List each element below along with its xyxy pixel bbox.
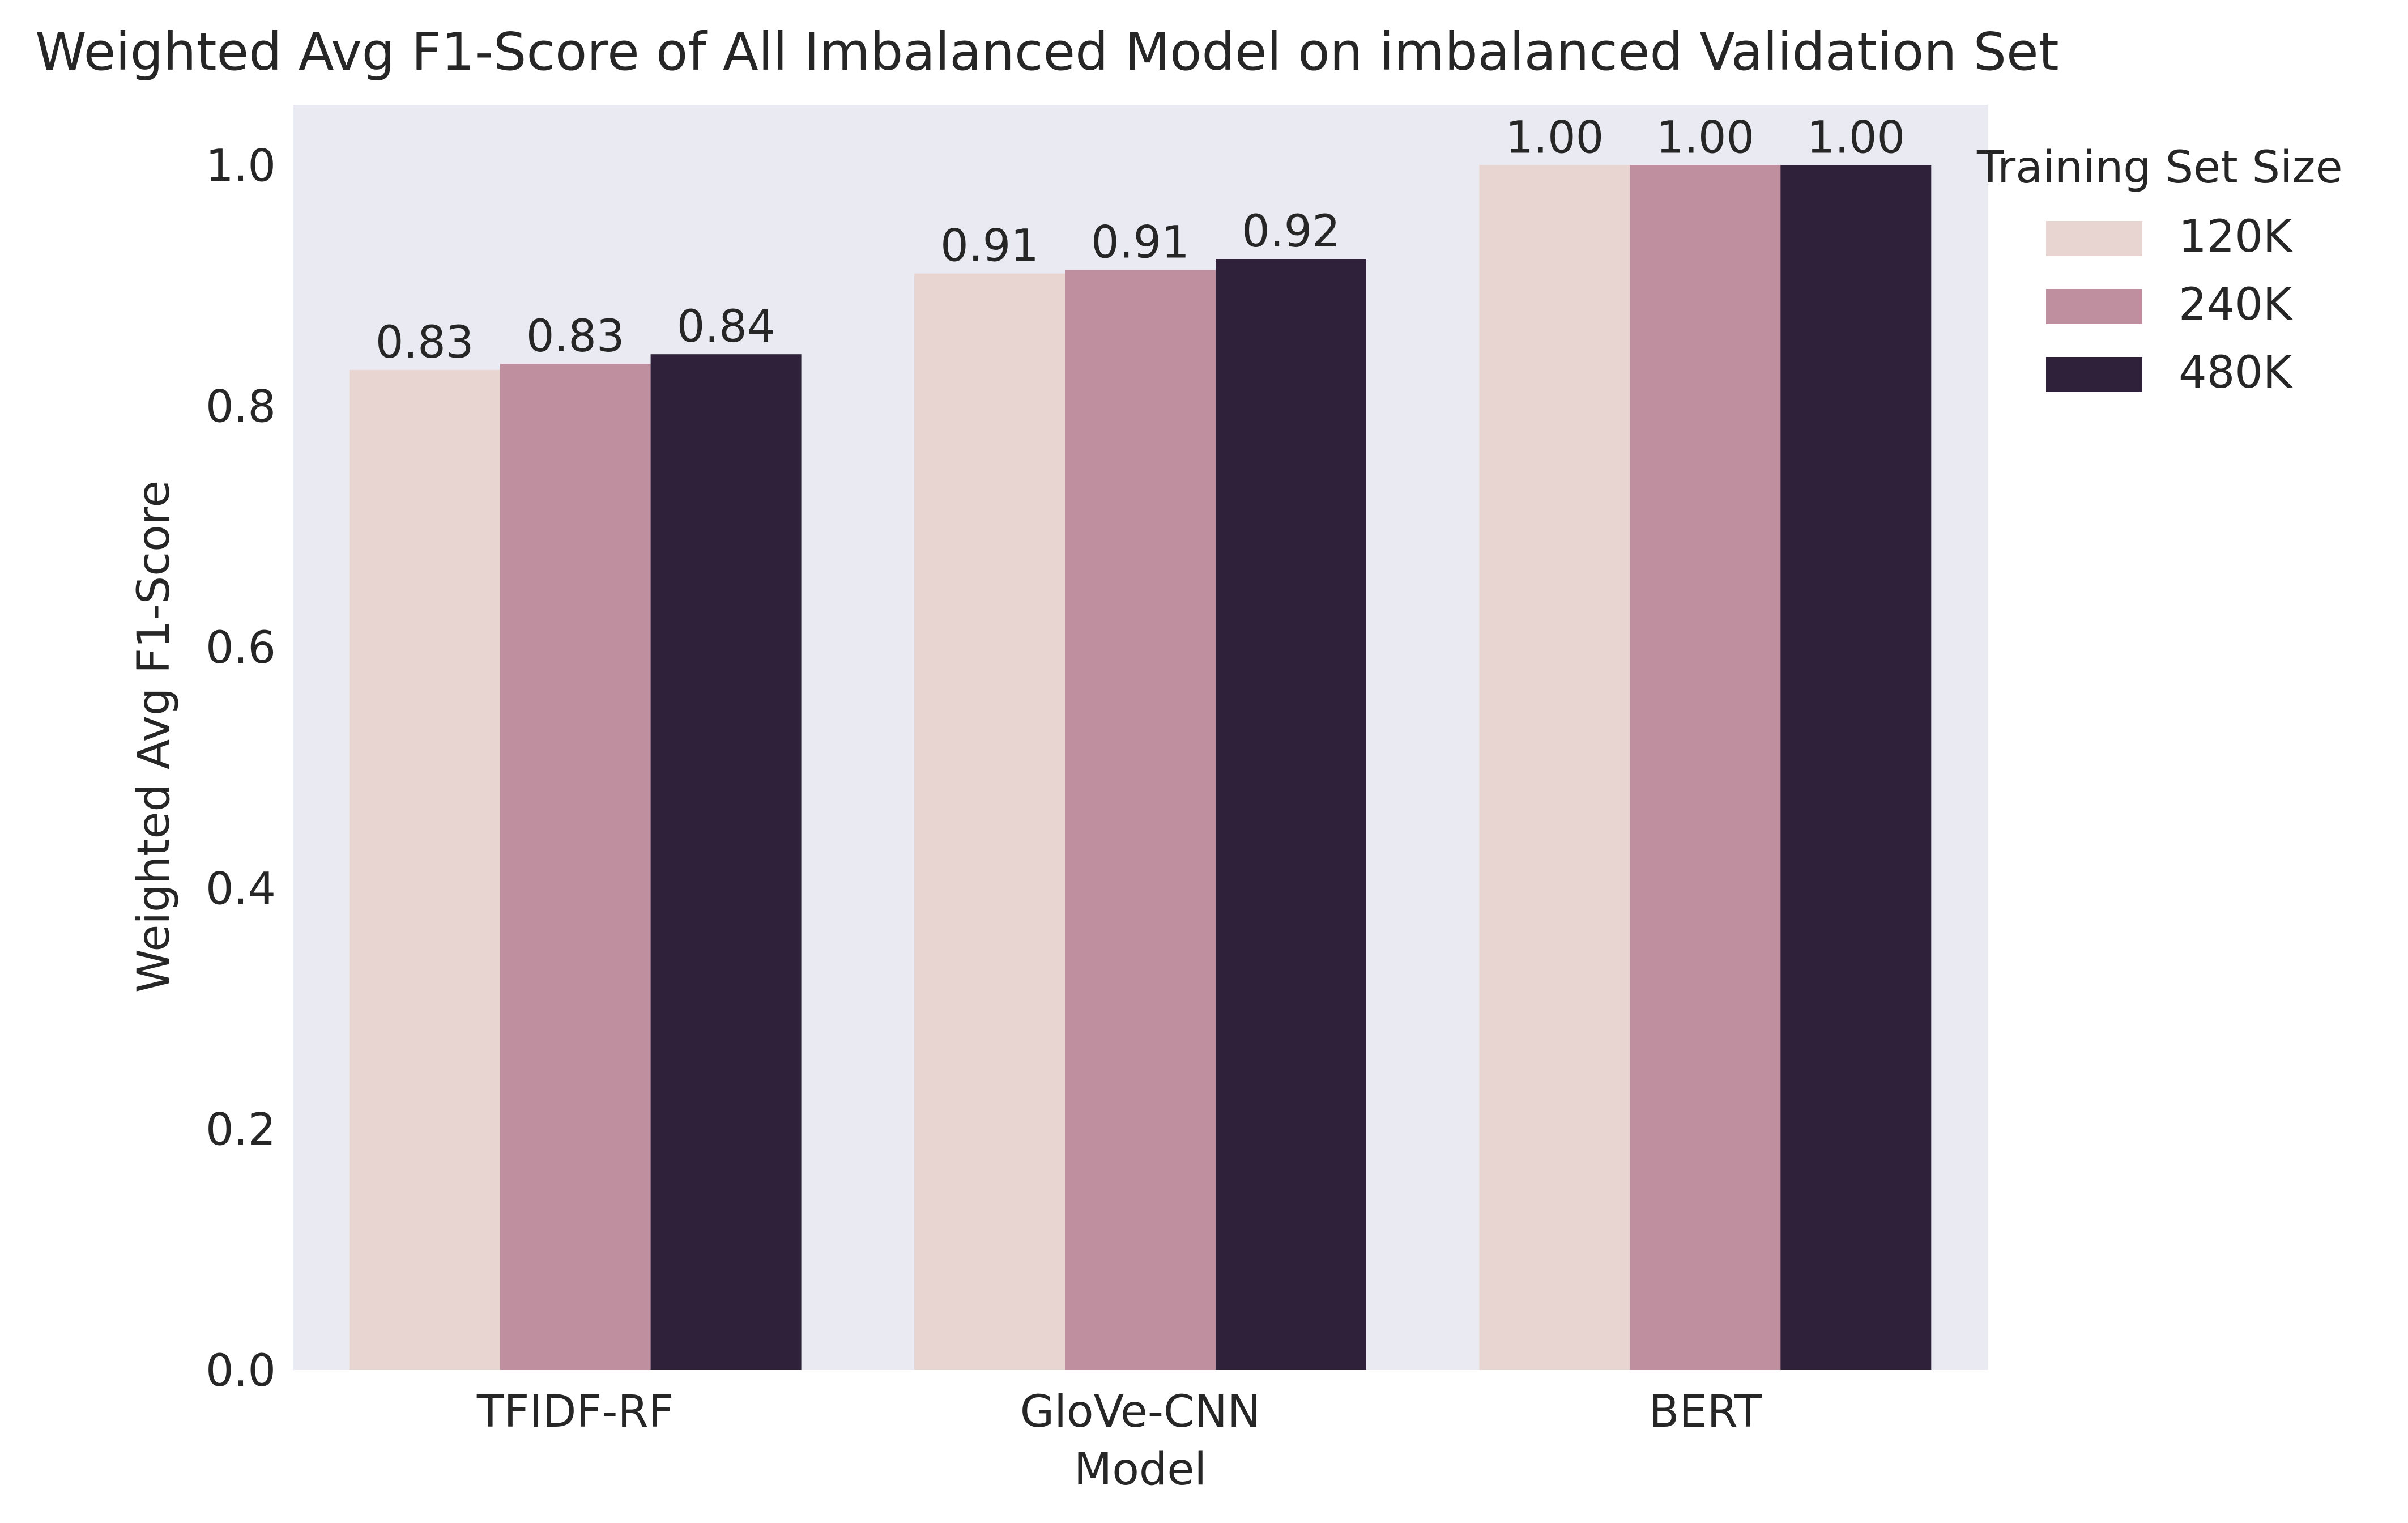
bar-value-label: 1.00: [1506, 112, 1604, 163]
x-axis: TFIDF-RF GloVe-CNN BERT: [476, 1386, 1762, 1437]
x-tick-label: BERT: [1649, 1386, 1762, 1437]
bar: [1780, 165, 1932, 1370]
legend-swatch: [2046, 357, 2142, 392]
legend-items: 120K 240K 480K: [2046, 211, 2293, 398]
bars-group: [349, 165, 1932, 1371]
legend-swatch: [2046, 289, 2142, 324]
x-axis-label: Model: [1074, 1444, 1207, 1495]
bar-value-label: 0.84: [677, 301, 775, 352]
bar: [1065, 270, 1216, 1370]
legend-label: 240K: [2179, 279, 2293, 330]
y-axis: 0.0 0.2 0.4 0.6 0.8 1.0: [206, 141, 276, 1397]
chart-title: Weighted Avg F1-Score of All Imbalanced …: [35, 22, 2059, 82]
legend-label: 120K: [2179, 211, 2293, 262]
bar-value-label: 1.00: [1806, 112, 1905, 163]
legend-title: Training Set Size: [1976, 142, 2343, 193]
bar: [1630, 165, 1781, 1370]
y-tick-label: 1.0: [206, 141, 276, 192]
y-tick-label: 0.0: [206, 1346, 276, 1397]
bar-value-label: 0.83: [526, 311, 625, 362]
bar: [1479, 165, 1630, 1370]
x-tick-label: GloVe-CNN: [1020, 1386, 1260, 1437]
bar: [500, 364, 651, 1371]
bar-value-label: 0.91: [1091, 217, 1190, 268]
x-tick-label: TFIDF-RF: [476, 1386, 674, 1437]
bar-value-label: 0.92: [1242, 206, 1340, 257]
legend-label: 480K: [2179, 347, 2293, 398]
bar-value-label: 0.83: [376, 317, 474, 368]
y-tick-label: 0.4: [206, 863, 276, 914]
legend: Training Set Size 120K 240K 480K: [1976, 142, 2343, 398]
bar: [349, 369, 500, 1370]
y-tick-label: 0.6: [206, 623, 276, 674]
y-tick-label: 0.8: [206, 382, 276, 433]
y-axis-label: Weighted Avg F1-Score: [129, 480, 180, 993]
bar-value-label: 1.00: [1656, 112, 1754, 163]
legend-swatch: [2046, 221, 2142, 256]
y-tick-label: 0.2: [206, 1105, 276, 1156]
bar-labels-group: 0.83 0.91 1.00 0.83 0.91 1.00 0.84 0.92 1.00: [376, 112, 1905, 368]
bar: [914, 273, 1066, 1371]
bar: [1216, 259, 1366, 1371]
bar: [650, 354, 802, 1371]
bar-value-label: 0.91: [940, 221, 1039, 272]
